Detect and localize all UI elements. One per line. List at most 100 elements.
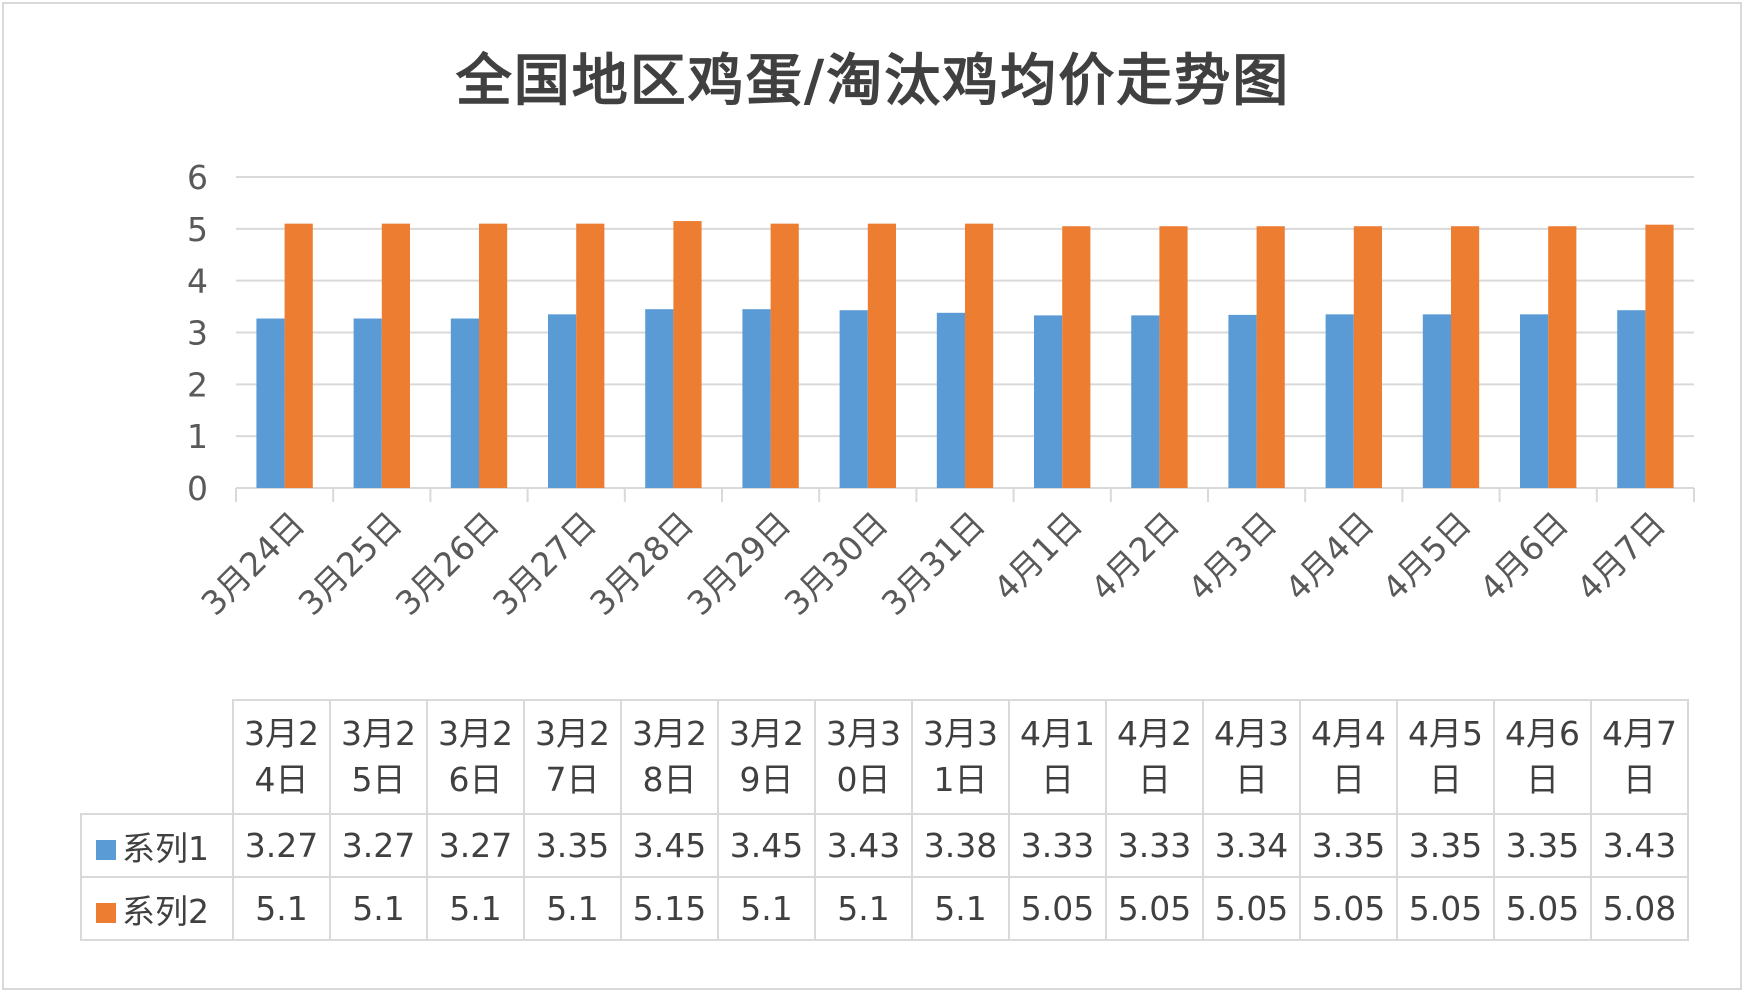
bar-series1 — [1422, 314, 1451, 488]
bar-series2 — [576, 223, 605, 488]
bar-series2 — [673, 221, 702, 488]
x-tick-label: 4月3日 — [1180, 504, 1284, 608]
x-tick-label: 4月4日 — [1278, 504, 1382, 608]
x-tick-label: 3月25日 — [291, 504, 410, 623]
data-table: 3月2 4日 3月2 5日 3月2 6日 3月2 7日 3月2 8日 3月2 9日 3月3 0日 3月3 1日… — [80, 699, 1689, 941]
bar-series1 — [1228, 314, 1257, 488]
header-line: 日 — [1235, 760, 1268, 799]
bar-series1 — [548, 314, 577, 488]
value-cell: 3.34 — [1202, 813, 1301, 878]
x-tick-label: 3月31日 — [874, 504, 993, 623]
header-line: 1日 — [933, 760, 988, 799]
series-name: 系列1 — [122, 828, 209, 868]
x-tick-label: 4月7日 — [1569, 504, 1673, 608]
x-tick-label: 3月26日 — [388, 504, 507, 623]
header-line: 7日 — [545, 760, 600, 799]
bar-series2 — [1353, 226, 1382, 488]
bar-series2 — [965, 223, 994, 488]
header-line: 3月2 — [341, 714, 416, 753]
chart-title: 全国地区鸡蛋/淘汰鸡均价走势图 — [455, 49, 1291, 114]
value-cell: 3.45 — [717, 813, 816, 878]
value-cell: 3.35 — [1396, 813, 1495, 878]
bar-series1 — [1520, 314, 1549, 488]
bar-series2 — [770, 223, 799, 488]
value-cell: 3.45 — [620, 813, 719, 878]
y-tick-label: 5 — [187, 210, 208, 249]
header-line: 3月2 — [438, 714, 513, 753]
legend-key-icon — [96, 840, 116, 860]
bar-series2 — [284, 223, 313, 488]
header-line: 3月2 — [729, 714, 804, 753]
header-line: 8日 — [642, 760, 697, 799]
series-label-cell: 系列1 — [80, 813, 234, 878]
bar-series2 — [867, 223, 896, 488]
x-tick-label: 3月24日 — [193, 504, 312, 623]
bar-series1 — [742, 309, 771, 488]
series-name: 系列2 — [122, 891, 209, 931]
table-header-cell: 3月2 8日 — [620, 699, 719, 815]
value-cell: 3.38 — [911, 813, 1010, 878]
bar-series1 — [353, 318, 382, 488]
header-line: 3月2 — [535, 714, 610, 753]
header-line: 日 — [1623, 760, 1656, 799]
value-cell: 3.35 — [1299, 813, 1398, 878]
y-tick-label: 3 — [187, 314, 208, 353]
header-line: 日 — [1526, 760, 1559, 799]
bar-series1 — [256, 318, 285, 488]
x-tick-label: 3月28日 — [582, 504, 701, 623]
y-tick-label: 6 — [187, 158, 208, 197]
y-tick-label: 4 — [187, 262, 208, 301]
value-cell: 5.1 — [523, 876, 622, 941]
value-cell: 5.05 — [1008, 876, 1107, 941]
x-tick-label: 3月30日 — [777, 504, 896, 623]
value-cell: 5.1 — [911, 876, 1010, 941]
table-header-cell: 3月3 0日 — [814, 699, 913, 815]
header-line: 日 — [1041, 760, 1074, 799]
table-header-cell: 4月2 日 — [1105, 699, 1204, 815]
bar-series1 — [839, 310, 868, 488]
table-header-cell: 3月2 4日 — [232, 699, 331, 815]
x-tick-label: 3月29日 — [679, 504, 798, 623]
bar-series1 — [645, 309, 674, 488]
x-tick-label: 4月2日 — [1083, 504, 1187, 608]
bar-series2 — [1256, 226, 1285, 488]
header-line: 3月3 — [923, 714, 998, 753]
bar-series2 — [381, 223, 410, 488]
y-tick-label: 0 — [187, 469, 208, 508]
header-line: 4月4 — [1311, 714, 1386, 753]
bar-series2 — [1159, 226, 1188, 488]
value-cell: 5.05 — [1396, 876, 1495, 941]
header-line: 日 — [1138, 760, 1171, 799]
value-cell: 5.05 — [1105, 876, 1204, 941]
table-header-cell: 4月7 日 — [1590, 699, 1689, 815]
header-line: 3月2 — [244, 714, 319, 753]
header-line: 9日 — [739, 760, 794, 799]
table-header-cell: 3月2 6日 — [426, 699, 525, 815]
value-cell: 5.15 — [620, 876, 719, 941]
bar-series1 — [1325, 314, 1354, 488]
value-cell: 5.05 — [1202, 876, 1301, 941]
value-cell: 3.33 — [1105, 813, 1204, 878]
value-cell: 5.05 — [1493, 876, 1592, 941]
value-cell: 3.35 — [523, 813, 622, 878]
table-row: 系列1 3.27 3.27 3.27 3.35 3.45 3.45 3.43 3.38 3.33 3… — [80, 813, 1689, 878]
value-cell: 5.08 — [1590, 876, 1689, 941]
table-header-cell: 4月3 日 — [1202, 699, 1301, 815]
table-header-cell: 3月3 1日 — [911, 699, 1010, 815]
value-cell: 3.35 — [1493, 813, 1592, 878]
value-cell: 5.1 — [232, 876, 331, 941]
header-line: 4月6 — [1505, 714, 1580, 753]
table-header-cell: 4月4 日 — [1299, 699, 1398, 815]
table-header-cell: 4月5 日 — [1396, 699, 1495, 815]
bar-series1 — [936, 312, 965, 488]
header-line: 4月5 — [1408, 714, 1483, 753]
x-tick-label: 4月5日 — [1375, 504, 1479, 608]
value-cell: 5.05 — [1299, 876, 1398, 941]
header-line: 3月3 — [826, 714, 901, 753]
value-cell: 5.1 — [717, 876, 816, 941]
value-cell: 3.27 — [232, 813, 331, 878]
header-line: 日 — [1332, 760, 1365, 799]
bar-series2 — [1451, 226, 1480, 488]
table-header-cell: 3月2 5日 — [329, 699, 428, 815]
